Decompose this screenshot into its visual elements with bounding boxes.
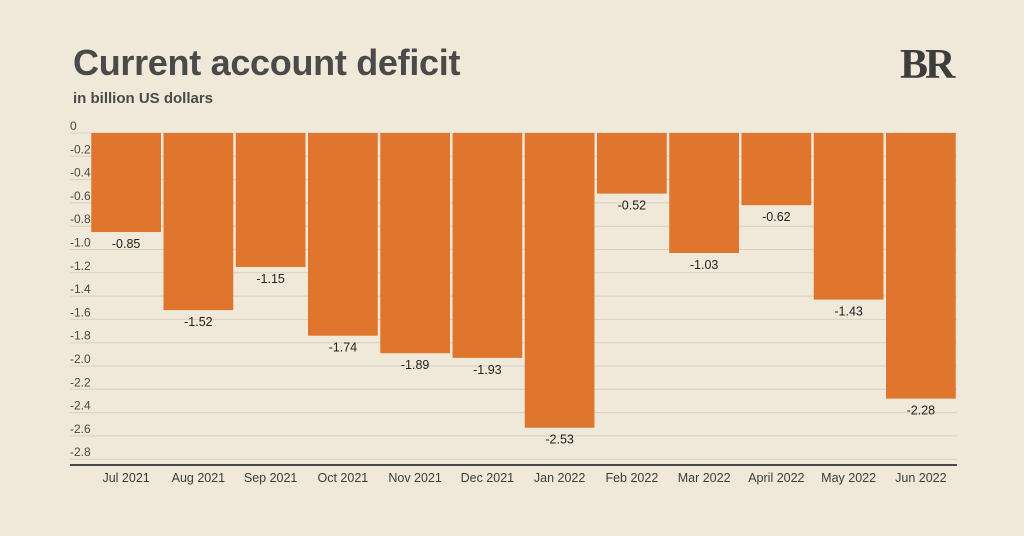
- data-label: -1.93: [473, 363, 502, 377]
- y-tick-label: -1.0: [70, 236, 91, 250]
- data-label: -0.85: [112, 237, 141, 251]
- y-tick-label: -2.2: [70, 375, 91, 389]
- bar: [308, 133, 378, 336]
- y-tick-label: -1.4: [70, 282, 91, 296]
- data-label: -1.52: [184, 315, 213, 329]
- data-labels: -0.85 -1.52 -1.15 -1.74 -1.89 -1.93 -2.53 -0.52…: [112, 199, 935, 447]
- y-tick-label: -1.8: [70, 329, 91, 343]
- x-tick-label: Sep 2021: [244, 471, 298, 485]
- data-label: -1.03: [690, 258, 719, 272]
- data-label: -1.89: [401, 358, 430, 372]
- data-label: -0.62: [762, 210, 791, 224]
- y-tick-label: -1.2: [70, 259, 91, 273]
- y-tick-label: -2.0: [70, 352, 91, 366]
- bar: [452, 133, 523, 358]
- x-tick-label: Aug 2021: [172, 471, 226, 485]
- data-label: -1.15: [256, 272, 285, 286]
- bars: [91, 133, 956, 428]
- bar: [597, 133, 667, 194]
- bar: [813, 133, 884, 300]
- y-tick-label: -0.8: [70, 212, 91, 226]
- bar: [669, 133, 739, 253]
- x-tick-label: Nov 2021: [388, 471, 442, 485]
- x-tick-label: April 2022: [748, 471, 804, 485]
- y-tick-label: -2.4: [70, 399, 91, 413]
- bar: [380, 133, 450, 354]
- bar: [235, 133, 306, 267]
- x-axis-labels: Jul 2021 Aug 2021 Sep 2021 Oct 2021 Nov 2021…: [102, 471, 946, 485]
- x-tick-label: Oct 2021: [318, 471, 369, 485]
- y-tick-label: -0.6: [70, 189, 91, 203]
- bar: [741, 133, 812, 206]
- bar: [524, 133, 595, 428]
- y-tick-label: -0.4: [70, 166, 91, 180]
- chart-subtitle: in billion US dollars: [73, 90, 214, 107]
- bar: [163, 133, 234, 311]
- bar: [91, 133, 161, 233]
- bar: [886, 133, 956, 399]
- x-tick-label: Jan 2022: [534, 471, 585, 485]
- y-tick-label: -2.6: [70, 422, 91, 436]
- data-label: -2.53: [545, 433, 574, 447]
- chart-title: Current account deficit: [73, 42, 461, 83]
- x-tick-label: Mar 2022: [678, 471, 731, 485]
- x-tick-label: Jun 2022: [895, 471, 946, 485]
- x-tick-label: Feb 2022: [605, 471, 658, 485]
- y-tick-label: 0: [70, 119, 77, 133]
- data-label: -0.52: [618, 199, 647, 213]
- y-axis-ticks: 0 -0.2 -0.4 -0.6 -0.8 -1.0 -1.2 -1.4 -1.6 -1.8 -2.…: [70, 119, 91, 459]
- x-tick-label: Dec 2021: [461, 471, 515, 485]
- x-tick-label: May 2022: [821, 471, 876, 485]
- data-label: -1.74: [329, 341, 358, 355]
- y-tick-label: -0.2: [70, 142, 91, 156]
- x-tick-label: Jul 2021: [102, 471, 149, 485]
- data-label: -2.28: [907, 404, 936, 418]
- y-tick-label: -2.8: [70, 445, 91, 459]
- br-logo: BR: [900, 42, 955, 88]
- data-label: -1.43: [834, 305, 863, 319]
- y-tick-label: -1.6: [70, 305, 91, 319]
